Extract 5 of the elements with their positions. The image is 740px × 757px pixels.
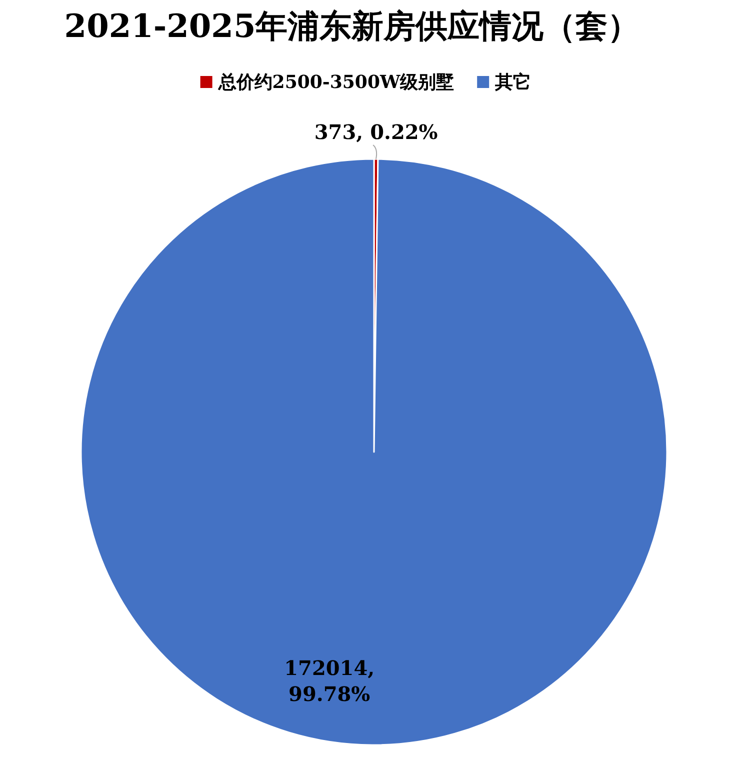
data-label: 373, 0.22% — [314, 120, 438, 144]
data-label: 172014, 99.78% — [284, 656, 375, 706]
legend-label: 其它 — [494, 72, 532, 93]
legend-label: 总价约2500-3500W级别墅 — [217, 72, 454, 93]
chart-title: 2021-2025年浦东新房供应情况（套） — [64, 7, 640, 45]
